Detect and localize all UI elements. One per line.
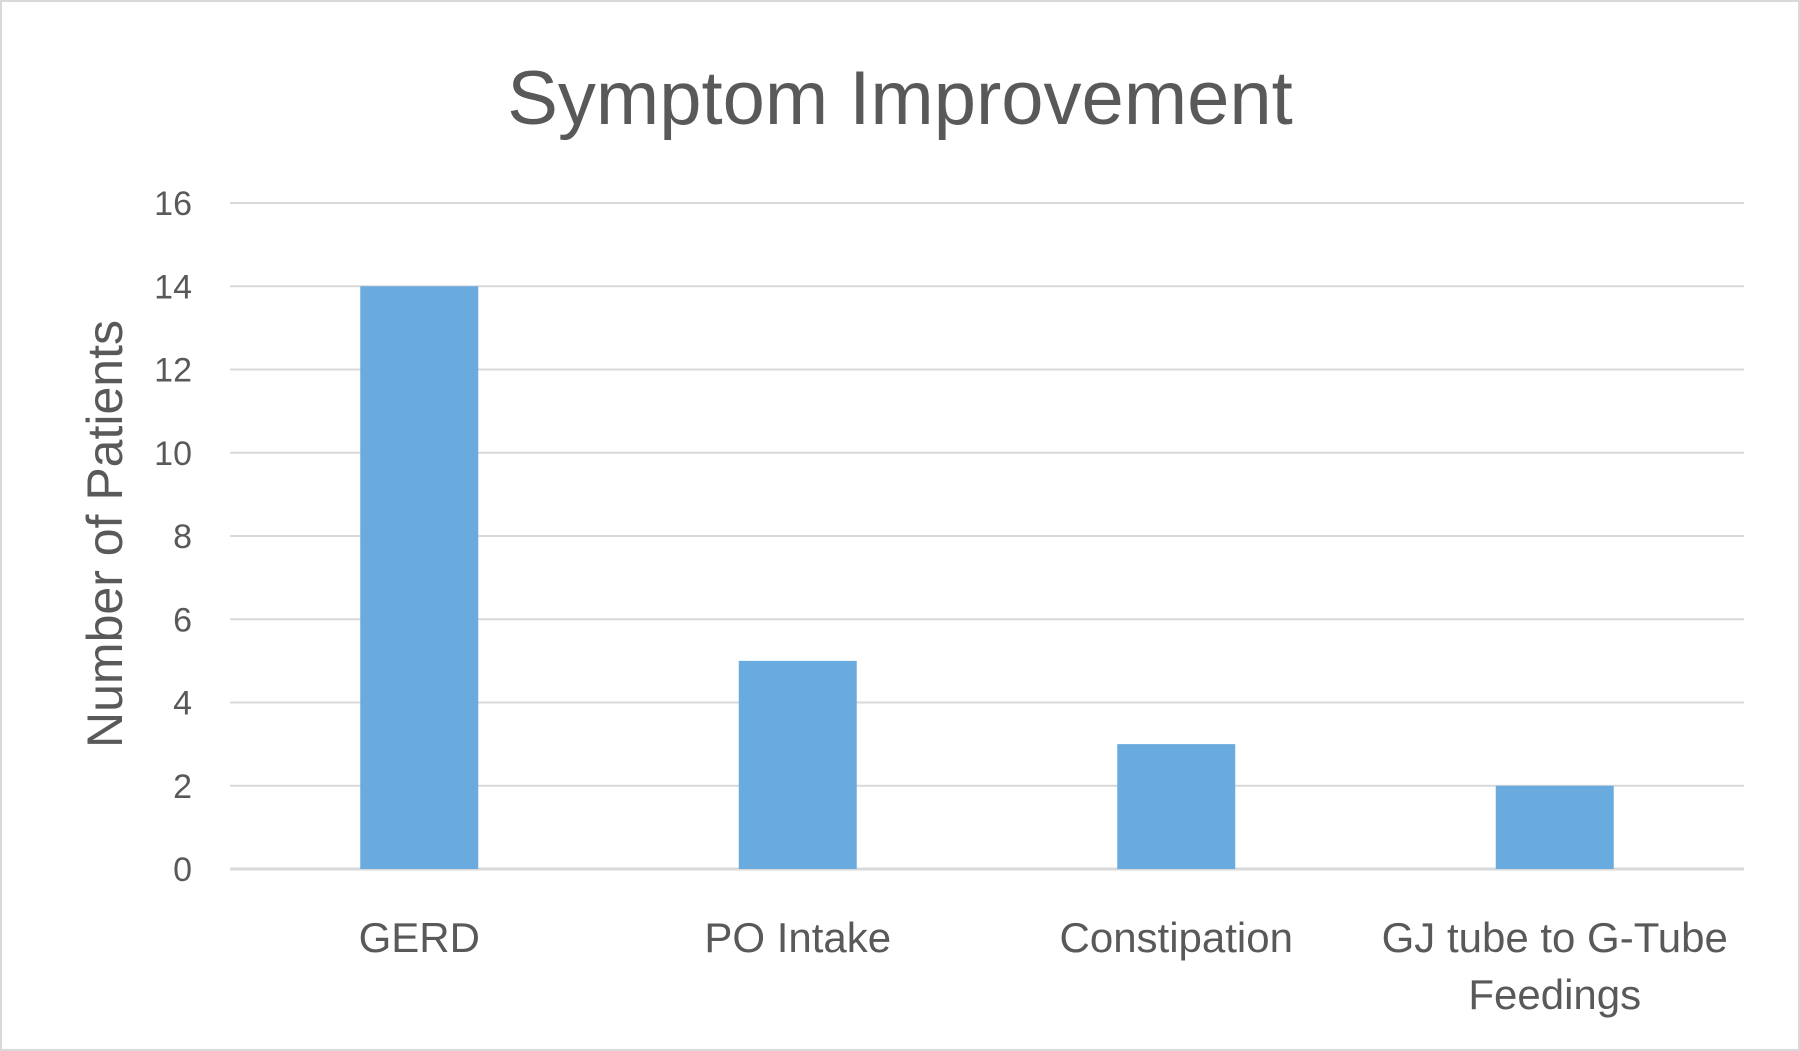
x-category-label: GJ tube to G-Tube Feedings [1382,914,1728,1018]
bar [738,660,857,869]
y-tick-label: 2 [173,768,192,806]
bars [360,286,1614,869]
x-category-label: PO Intake [704,914,891,961]
chart-title: Symptom Improvement [507,56,1293,141]
y-tick-label: 8 [173,518,192,556]
y-axis-label: Number of Patients [77,320,133,748]
y-tick-label: 6 [173,601,192,639]
x-axis-categories: GERD PO Intake Constipation GJ tube to G-Tu… [359,914,1728,1018]
bar [1117,744,1236,869]
x-category-label: Constipation [1060,914,1293,961]
bar [360,286,479,869]
x-category-label-line: Feedings [1468,971,1641,1018]
y-tick-label: 16 [154,185,192,223]
y-tick-label: 4 [173,685,192,723]
x-category-label-line: GERD [359,914,480,961]
x-category-label: GERD [359,914,480,961]
gridlines [230,202,1744,871]
y-tick-label: 12 [154,352,192,390]
x-category-label-line: Constipation [1060,914,1293,961]
y-tick-label: 14 [154,268,192,306]
y-tick-label: 10 [154,435,192,473]
y-axis-ticks: 0 2 4 6 8 10 12 14 16 [154,185,192,889]
x-category-label-line: PO Intake [704,914,891,961]
x-category-label-line: GJ tube to G-Tube [1382,914,1728,961]
y-tick-label: 0 [173,851,192,889]
bar [1495,785,1614,869]
